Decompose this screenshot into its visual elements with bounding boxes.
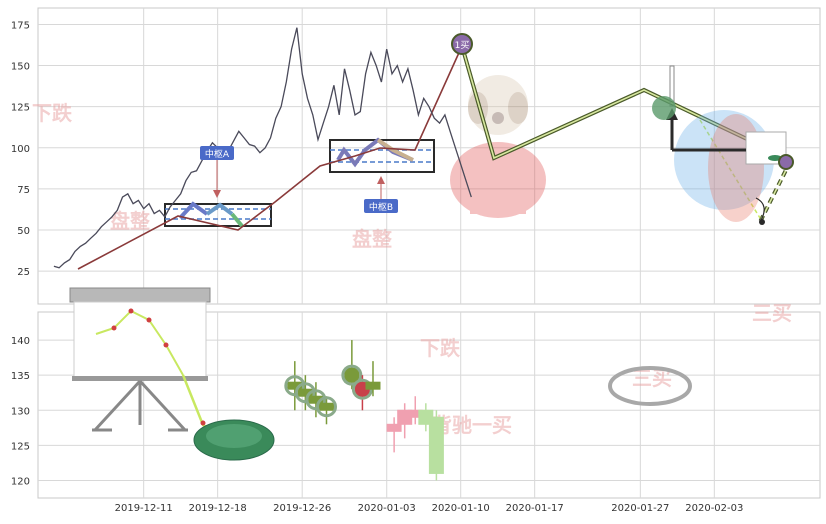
y-tick-label: 150: [11, 62, 30, 73]
sub-segments: [178, 137, 414, 228]
candle-ring: [294, 382, 316, 404]
trend-line: [77, 45, 463, 270]
x-tick-label: 2020-02-03: [685, 503, 743, 514]
x-tick-label: 2020-01-17: [506, 503, 564, 514]
x-axis: 2019-12-11 2019-12-18 2019-12-26 2020-01-03…: [115, 503, 744, 514]
end-marker: [778, 154, 794, 170]
hub-b-callout: 中枢B: [364, 176, 398, 213]
candle-body: [365, 381, 381, 390]
y-tick-label: 50: [17, 226, 30, 237]
easel-illustration: [69, 287, 275, 461]
y-tick-label: 100: [11, 144, 30, 155]
x-tick-label: 2020-01-27: [611, 503, 669, 514]
hub-a-callout: 中枢A: [200, 146, 234, 198]
upper-panel: [37, 7, 821, 305]
candle-body: [428, 416, 444, 474]
lower-overlays: [608, 366, 692, 406]
buy-point-marker: 1买: [451, 33, 473, 55]
watermark-text: 三买: [752, 301, 792, 325]
x-tick-label: 2019-12-18: [189, 503, 247, 514]
candle-ring: [305, 389, 327, 411]
y-tick-label: 135: [11, 371, 30, 382]
y-tick-label: 130: [11, 406, 30, 417]
candle-ring: [315, 396, 337, 418]
watermark-text: 盘整: [352, 227, 392, 251]
price-line: [53, 27, 472, 269]
buy-point-label: 1买: [455, 40, 470, 51]
candle-ring: [341, 364, 363, 386]
watermark-text: 盘整: [110, 209, 150, 233]
x-tick-label: 2020-01-10: [432, 503, 490, 514]
y-tick-label: 125: [11, 103, 30, 114]
candle-ring: [284, 375, 306, 397]
y-tick-label: 125: [11, 441, 30, 452]
y-tick-label: 140: [11, 336, 30, 347]
watermark-text: 下跌: [420, 336, 461, 360]
y-tick-label: 120: [11, 476, 30, 487]
y-tick-label: 25: [17, 267, 30, 278]
watermark-text: 背驰一买: [432, 413, 512, 437]
x-tick-label: 2019-12-26: [273, 503, 331, 514]
y-tick-label: 175: [11, 20, 30, 31]
candle-series: [284, 340, 444, 481]
candle-body: [386, 423, 402, 432]
x-tick-label: 2020-01-03: [358, 503, 416, 514]
x-tick-label: 2019-12-11: [115, 503, 173, 514]
y-tick-label: 75: [17, 185, 30, 196]
watermark-text: 下跌: [32, 101, 73, 125]
hub-b-label: 中枢B: [369, 201, 393, 213]
hub-a-label: 中枢A: [205, 148, 230, 160]
right-overlays: [652, 65, 787, 225]
price-series: [53, 27, 472, 269]
candle-body: [344, 367, 360, 383]
y-axis: 25 50 75 100 125 150 175 120 125 130 135 140: [11, 20, 30, 487]
candle-body: [318, 402, 334, 411]
grid: [38, 8, 820, 498]
